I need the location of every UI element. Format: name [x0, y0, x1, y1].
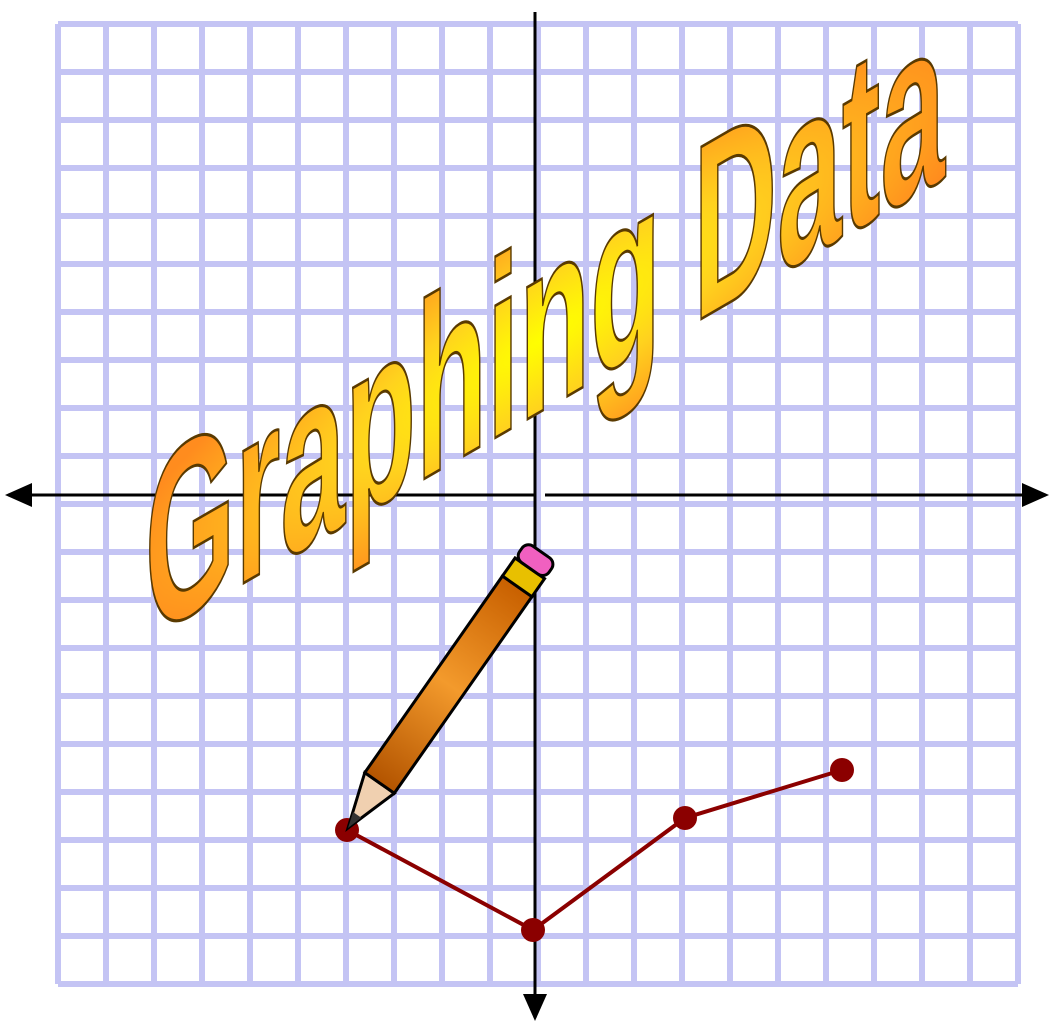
plot-point	[830, 758, 854, 782]
plot-point	[521, 918, 545, 942]
plot-point	[673, 806, 697, 830]
illustration: Graphing Data	[0, 0, 1050, 1024]
